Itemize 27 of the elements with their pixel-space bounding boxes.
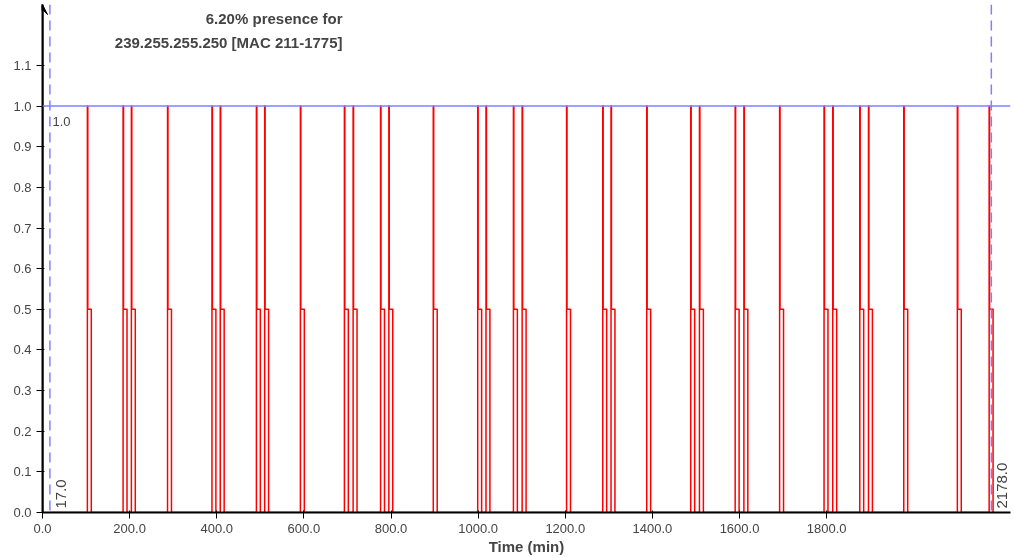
x-tick-label: 800.0	[374, 520, 408, 536]
y-tick-label: 0.6	[13, 261, 32, 277]
x-tick-label: 1000.0	[458, 520, 499, 536]
y-tick-label: 0.5	[13, 301, 32, 317]
x-tick-label: 600.0	[287, 520, 321, 536]
text: 6.20% presence for 239.255.255.250 [MAC 211-1775]	[114, 10, 343, 51]
ref-line-label: 2178.0	[993, 462, 1011, 509]
x-tick-label: 400.0	[200, 520, 234, 536]
y-tick-label: 0.8	[13, 179, 32, 195]
y-tick-label: 1.0	[13, 98, 32, 114]
x-tick-label: 0.0	[33, 520, 52, 536]
y-tick-label: 0.7	[13, 220, 32, 236]
x-tick-label: 1200.0	[545, 520, 586, 536]
x-tick-label: 1600.0	[719, 520, 760, 536]
ref-line-label: 17.0	[51, 479, 69, 509]
y-tick-label: 0.2	[13, 423, 32, 439]
y-tick-label: 0.1	[13, 464, 32, 480]
y-tick-label: 0.0	[13, 505, 32, 520]
x-tick-label: 1400.0	[632, 520, 673, 536]
y-tick-label: 0.4	[13, 342, 32, 358]
x-tick-label: 1800.0	[806, 520, 847, 536]
y-tick-label: 0.3	[13, 383, 32, 399]
x-tick-label: 200.0	[113, 520, 146, 536]
x-axis-title: Time (min)	[488, 537, 565, 555]
ref-line-label: 1.0	[52, 114, 71, 130]
y-tick-label: 0.9	[13, 139, 32, 155]
y-tick-label: 1.1	[13, 57, 32, 73]
